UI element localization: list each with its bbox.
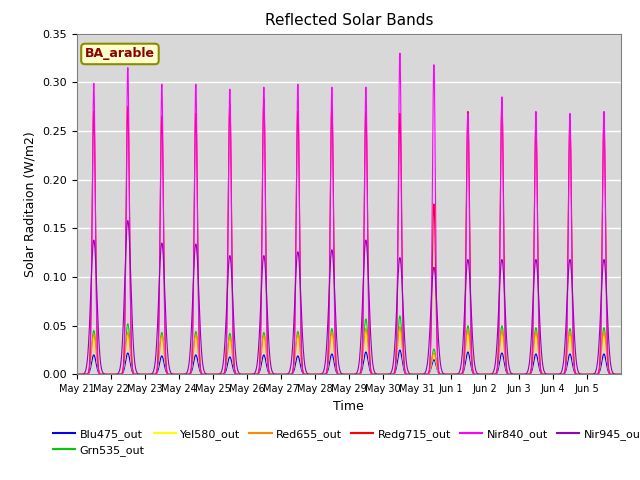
Yel580_out [491,371,499,377]
Grn535_out [491,371,499,377]
Blu475_out [476,372,483,377]
Redg715_out [617,372,625,377]
Nir945_out [73,372,81,377]
Nir945_out [124,217,132,223]
Yel580_out [166,372,174,377]
Yel580_out [476,372,483,377]
Blu475_out [491,372,499,377]
Redg715_out [73,372,81,377]
Yel580_out [73,372,81,377]
Redg715_out [260,96,268,102]
Nir840_out [447,372,455,377]
Legend: Blu475_out, Grn535_out, Yel580_out, Red655_out, Redg715_out, Nir840_out, Nir945_: Blu475_out, Grn535_out, Yel580_out, Red6… [49,424,640,460]
Red655_out [436,371,444,377]
Line: Red655_out: Red655_out [77,327,621,374]
Red655_out [396,324,404,330]
Nir840_out [491,372,499,377]
Nir945_out [167,370,175,375]
Redg715_out [436,371,444,377]
Line: Redg715_out: Redg715_out [77,99,621,374]
Blu475_out [166,372,174,377]
Nir840_out [396,50,404,56]
Red655_out [617,372,625,377]
Nir945_out [491,363,499,369]
Red655_out [413,372,420,377]
Yel580_out [396,329,404,335]
Text: BA_arable: BA_arable [85,48,155,60]
Nir945_out [413,372,420,377]
Nir945_out [499,264,507,270]
Red655_out [425,370,433,375]
Grn535_out [166,372,174,377]
Yel580_out [436,371,444,377]
Nir840_out [73,372,81,377]
Nir945_out [617,372,625,377]
Grn535_out [396,313,404,319]
Redg715_out [166,372,174,377]
Redg715_out [413,372,420,377]
Grn535_out [499,329,507,335]
Blu475_out [413,372,420,377]
Blu475_out [499,353,507,359]
Redg715_out [476,372,483,377]
Red655_out [476,372,483,377]
Nir840_out [436,372,444,377]
Yel580_out [413,372,420,377]
Grn535_out [476,372,483,377]
Blu475_out [73,372,81,377]
Redg715_out [491,372,499,377]
Grn535_out [436,371,444,377]
Blu475_out [436,371,444,377]
Yel580_out [617,372,625,377]
Grn535_out [425,370,433,375]
Yel580_out [425,370,433,376]
Title: Reflected Solar Bands: Reflected Solar Bands [264,13,433,28]
Blu475_out [617,372,625,377]
Blu475_out [425,371,433,376]
Yel580_out [499,337,507,343]
Nir945_out [436,355,444,361]
Nir840_out [476,372,483,377]
Line: Grn535_out: Grn535_out [77,316,621,374]
Line: Yel580_out: Yel580_out [77,332,621,374]
Red655_out [491,371,499,377]
Nir945_out [425,343,433,348]
Nir840_out [425,371,433,376]
Line: Nir945_out: Nir945_out [77,220,621,374]
Grn535_out [617,372,625,377]
Red655_out [73,372,81,377]
Line: Blu475_out: Blu475_out [77,350,621,374]
Nir840_out [499,161,507,167]
Y-axis label: Solar Raditaion (W/m2): Solar Raditaion (W/m2) [24,131,36,277]
Nir840_out [166,372,174,377]
Redg715_out [425,369,433,375]
Grn535_out [413,372,420,377]
X-axis label: Time: Time [333,400,364,413]
Grn535_out [73,372,81,377]
Redg715_out [499,153,507,159]
Line: Nir840_out: Nir840_out [77,53,621,374]
Nir840_out [617,372,625,377]
Blu475_out [396,347,404,353]
Red655_out [166,372,174,377]
Nir945_out [476,372,483,377]
Red655_out [499,333,507,339]
